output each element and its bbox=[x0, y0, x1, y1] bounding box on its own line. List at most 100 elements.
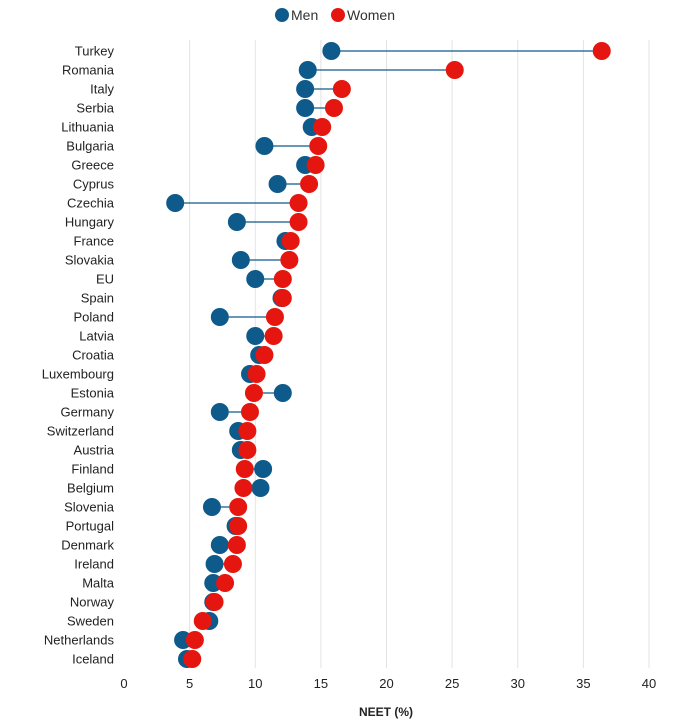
country-label-serbia: Serbia bbox=[76, 101, 114, 116]
row-spain: Spain bbox=[81, 289, 292, 307]
country-label-portugal: Portugal bbox=[66, 519, 115, 534]
dot-women-slovenia[interactable] bbox=[229, 498, 248, 516]
dot-women-spain[interactable] bbox=[273, 289, 292, 307]
x-axis-tick-labels: 0 5 10 15 20 25 30 35 40 bbox=[120, 676, 656, 691]
dot-men-hungary[interactable] bbox=[227, 213, 246, 231]
dot-men-cyprus[interactable] bbox=[268, 175, 287, 193]
dot-women-romania[interactable] bbox=[445, 61, 464, 79]
dot-men-estonia[interactable] bbox=[273, 384, 292, 402]
dot-men-poland[interactable] bbox=[210, 308, 229, 326]
dot-women-hungary[interactable] bbox=[289, 213, 308, 231]
x-tick-label-35: 35 bbox=[576, 676, 590, 691]
country-label-finland: Finland bbox=[71, 462, 114, 477]
dot-men-italy[interactable] bbox=[296, 80, 315, 98]
row-bulgaria: Bulgaria bbox=[66, 137, 328, 155]
row-portugal: Portugal bbox=[66, 517, 248, 535]
x-tick-label-10: 10 bbox=[248, 676, 262, 691]
dot-women-iceland[interactable] bbox=[183, 650, 202, 668]
dot-women-austria[interactable] bbox=[238, 441, 257, 459]
country-label-greece: Greece bbox=[71, 158, 114, 173]
dot-women-switzerland[interactable] bbox=[238, 422, 257, 440]
country-label-poland: Poland bbox=[74, 310, 114, 325]
country-label-romania: Romania bbox=[62, 63, 115, 78]
dot-men-germany[interactable] bbox=[210, 403, 229, 421]
row-iceland: Iceland bbox=[72, 650, 202, 668]
dot-women-malta[interactable] bbox=[216, 574, 235, 592]
dot-women-france[interactable] bbox=[281, 232, 300, 250]
legend-label-women: Women bbox=[347, 7, 395, 23]
dot-women-cyprus[interactable] bbox=[300, 175, 319, 193]
row-malta: Malta bbox=[82, 574, 235, 592]
country-label-luxembourg: Luxembourg bbox=[42, 367, 114, 382]
dot-women-serbia[interactable] bbox=[325, 99, 343, 117]
dot-men-belgium[interactable] bbox=[251, 479, 270, 497]
country-label-lithuania: Lithuania bbox=[61, 120, 115, 135]
dot-women-sweden[interactable] bbox=[193, 612, 212, 630]
row-italy: Italy bbox=[90, 80, 351, 98]
row-romania: Romania bbox=[62, 61, 464, 79]
dot-men-romania[interactable] bbox=[298, 61, 317, 79]
dot-men-denmark[interactable] bbox=[210, 536, 229, 554]
legend-marker-men bbox=[275, 8, 289, 22]
dot-women-eu[interactable] bbox=[273, 270, 292, 288]
dot-men-bulgaria[interactable] bbox=[255, 137, 274, 155]
dot-women-luxembourg[interactable] bbox=[247, 365, 266, 383]
country-label-slovakia: Slovakia bbox=[65, 253, 115, 268]
dot-women-estonia[interactable] bbox=[244, 384, 263, 402]
dot-women-greece[interactable] bbox=[306, 156, 325, 174]
row-hungary: Hungary bbox=[65, 213, 308, 231]
x-tick-label-0: 0 bbox=[120, 676, 127, 691]
country-label-bulgaria: Bulgaria bbox=[66, 139, 114, 154]
dot-women-poland[interactable] bbox=[265, 308, 284, 326]
x-axis-title: NEET (%) bbox=[359, 705, 413, 719]
dot-men-latvia[interactable] bbox=[246, 327, 265, 345]
x-tick-label-40: 40 bbox=[642, 676, 656, 691]
dot-women-slovakia[interactable] bbox=[280, 251, 299, 269]
dot-women-czechia[interactable] bbox=[289, 194, 308, 212]
row-slovakia: Slovakia bbox=[65, 251, 299, 269]
row-germany: Germany bbox=[61, 403, 259, 421]
dot-women-belgium[interactable] bbox=[234, 479, 253, 497]
row-switzerland: Switzerland bbox=[47, 422, 257, 440]
dot-women-turkey[interactable] bbox=[592, 42, 611, 60]
dot-women-finland[interactable] bbox=[235, 460, 254, 478]
dot-men-turkey[interactable] bbox=[322, 42, 341, 60]
row-austria: Austria bbox=[74, 441, 257, 459]
dot-women-lithuania[interactable] bbox=[313, 118, 332, 136]
row-eu: EU bbox=[96, 270, 292, 288]
dot-women-ireland[interactable] bbox=[223, 555, 242, 573]
x-tick-label-20: 20 bbox=[379, 676, 393, 691]
dot-women-italy[interactable] bbox=[332, 80, 351, 98]
row-lithuania: Lithuania bbox=[61, 118, 332, 136]
dot-men-czechia[interactable] bbox=[166, 194, 185, 212]
dot-women-denmark[interactable] bbox=[227, 536, 246, 554]
dot-men-eu[interactable] bbox=[246, 270, 265, 288]
dot-men-serbia[interactable] bbox=[296, 99, 315, 117]
dot-women-netherlands[interactable] bbox=[185, 631, 204, 649]
dot-men-finland[interactable] bbox=[254, 460, 273, 478]
dot-women-latvia[interactable] bbox=[264, 327, 283, 345]
dot-men-slovakia[interactable] bbox=[231, 251, 250, 269]
country-label-eu: EU bbox=[96, 272, 114, 287]
dot-women-portugal[interactable] bbox=[229, 517, 248, 535]
country-label-germany: Germany bbox=[61, 405, 115, 420]
country-label-austria: Austria bbox=[74, 443, 115, 458]
dot-men-ireland[interactable] bbox=[205, 555, 224, 573]
x-tick-label-15: 15 bbox=[314, 676, 328, 691]
dot-women-bulgaria[interactable] bbox=[309, 137, 328, 155]
country-label-estonia: Estonia bbox=[71, 386, 115, 401]
country-label-ireland: Ireland bbox=[74, 557, 114, 572]
row-belgium: Belgium bbox=[67, 479, 270, 497]
legend-label-men: Men bbox=[291, 7, 318, 23]
legend-marker-women bbox=[331, 8, 345, 22]
row-ireland: Ireland bbox=[74, 555, 242, 573]
dot-women-germany[interactable] bbox=[241, 403, 259, 421]
row-czechia: Czechia bbox=[67, 194, 308, 212]
row-luxembourg: Luxembourg bbox=[42, 365, 266, 383]
dot-men-slovenia[interactable] bbox=[202, 498, 221, 516]
row-finland: Finland bbox=[71, 460, 273, 478]
dot-women-norway[interactable] bbox=[205, 593, 224, 611]
dot-women-croatia[interactable] bbox=[255, 346, 274, 364]
x-tick-label-30: 30 bbox=[511, 676, 525, 691]
